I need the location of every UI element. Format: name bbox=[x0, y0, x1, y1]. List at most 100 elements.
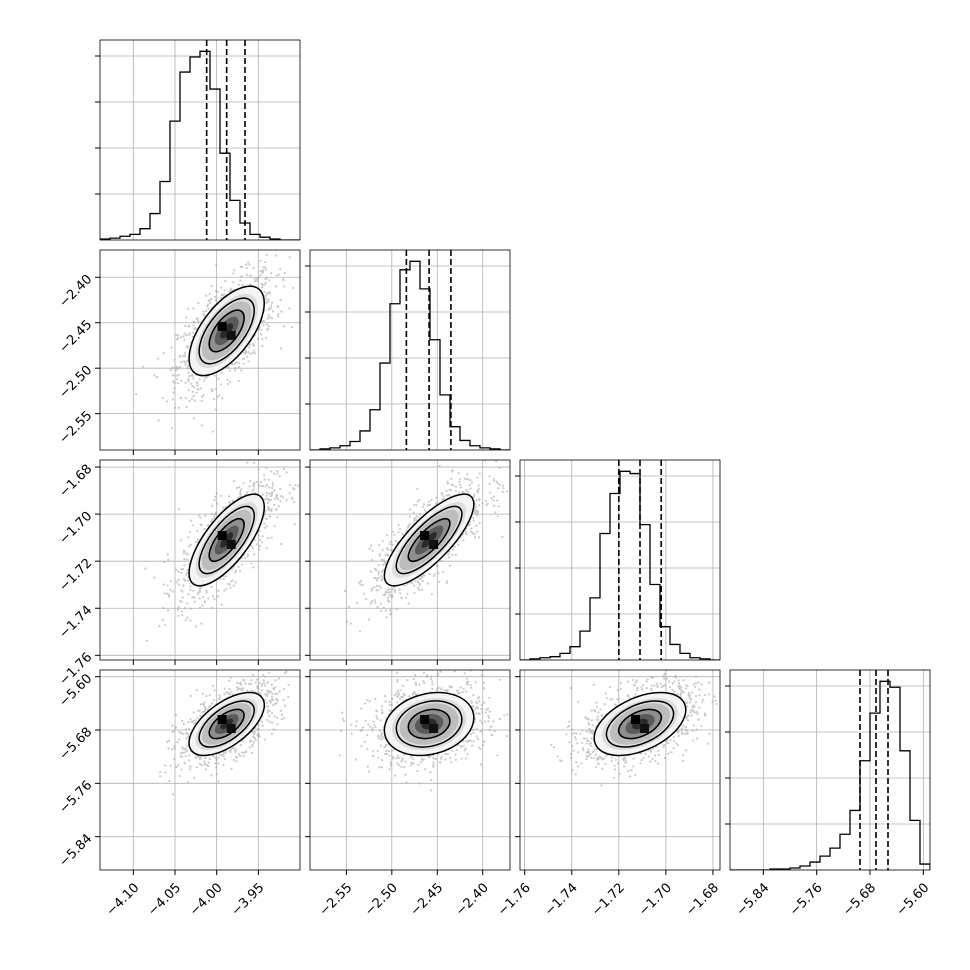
scatter-point bbox=[552, 746, 555, 749]
scatter-point bbox=[377, 576, 381, 579]
scatter-point bbox=[393, 589, 397, 592]
scatter-point bbox=[551, 458, 553, 460]
scatter-point bbox=[305, 490, 307, 492]
scatter-point bbox=[381, 563, 385, 567]
scatter-point bbox=[287, 695, 290, 699]
scatter-point bbox=[262, 681, 266, 685]
scatter-point bbox=[376, 579, 379, 582]
scatter-point bbox=[268, 292, 271, 295]
scatter-point bbox=[245, 263, 248, 266]
scatter-point bbox=[228, 369, 231, 372]
scatter-point bbox=[268, 515, 271, 518]
scatter-point bbox=[182, 584, 185, 587]
scatter-point bbox=[247, 261, 250, 264]
scatter-point bbox=[448, 488, 451, 491]
scatter-point bbox=[388, 704, 392, 707]
scatter-point bbox=[264, 485, 267, 488]
scatter-point bbox=[487, 714, 490, 717]
scatter-point bbox=[404, 596, 407, 599]
scatter-point bbox=[465, 489, 468, 492]
scatter-point bbox=[388, 591, 391, 594]
scatter-point bbox=[354, 758, 357, 761]
scatter-point bbox=[181, 732, 184, 735]
scatter-point bbox=[196, 755, 200, 758]
scatter-point bbox=[386, 596, 389, 599]
scatter-point bbox=[476, 737, 480, 741]
scatter-point bbox=[187, 345, 190, 348]
scatter-point bbox=[228, 495, 231, 498]
scatter-point bbox=[472, 516, 475, 519]
scatter-point bbox=[682, 679, 685, 682]
scatter-point bbox=[188, 765, 192, 768]
scatter-point bbox=[190, 374, 194, 377]
scatter-point bbox=[275, 496, 279, 499]
scatter-point bbox=[280, 542, 283, 546]
scatter-panel-0-2 bbox=[95, 459, 307, 665]
scatter-point bbox=[492, 504, 496, 507]
scatter-point bbox=[424, 768, 427, 771]
scatter-point bbox=[458, 480, 461, 484]
scatter-point bbox=[363, 702, 367, 705]
scatter-point bbox=[213, 499, 216, 502]
scatter-point bbox=[242, 482, 245, 485]
scatter-point bbox=[565, 733, 568, 736]
scatter-point bbox=[174, 406, 177, 409]
scatter-point bbox=[668, 680, 671, 683]
scatter-point bbox=[269, 498, 273, 501]
scatter-point bbox=[604, 692, 607, 695]
scatter-point bbox=[197, 301, 200, 305]
scatter-point bbox=[256, 685, 259, 688]
scatter-point bbox=[426, 582, 430, 585]
scatter-point bbox=[384, 609, 387, 612]
scatter-point bbox=[420, 588, 424, 591]
scatter-point bbox=[235, 755, 238, 758]
scatter-point bbox=[440, 755, 443, 759]
scatter-point bbox=[370, 558, 374, 562]
scatter-point bbox=[380, 705, 384, 708]
scatter-point bbox=[263, 283, 266, 286]
panel-content bbox=[343, 458, 553, 633]
scatter-point bbox=[391, 588, 394, 591]
panel-content bbox=[135, 250, 295, 433]
scatter-point bbox=[585, 755, 588, 758]
scatter-point bbox=[487, 716, 491, 720]
scatter-point bbox=[437, 686, 440, 690]
scatter-point bbox=[579, 732, 582, 736]
scatter-point bbox=[291, 326, 294, 329]
scatter-point bbox=[698, 688, 701, 691]
scatter-point bbox=[267, 314, 270, 317]
y-tick-label: −5.76 bbox=[57, 778, 96, 817]
scatter-point bbox=[649, 760, 652, 763]
scatter-point bbox=[418, 513, 422, 516]
scatter-point bbox=[397, 692, 400, 695]
scatter-point bbox=[632, 684, 636, 687]
scatter-point bbox=[171, 374, 174, 377]
scatter-point bbox=[230, 748, 233, 751]
scatter-point bbox=[393, 590, 397, 594]
scatter-point bbox=[187, 378, 190, 381]
scatter-point bbox=[422, 671, 426, 674]
scatter-point bbox=[183, 762, 186, 765]
scatter-point bbox=[596, 762, 600, 765]
scatter-point bbox=[612, 776, 616, 780]
scatter-point bbox=[616, 698, 619, 701]
scatter-point bbox=[359, 580, 363, 583]
scatter-point bbox=[462, 744, 465, 747]
scatter-point bbox=[689, 697, 692, 701]
scatter-point bbox=[656, 684, 659, 687]
scatter-point bbox=[341, 717, 344, 720]
scatter-point bbox=[672, 739, 676, 743]
scatter-point bbox=[189, 619, 192, 622]
scatter-point bbox=[651, 757, 654, 760]
scatter-point bbox=[185, 405, 188, 409]
scatter-point bbox=[285, 670, 288, 673]
scatter-point bbox=[188, 400, 191, 403]
scatter-point bbox=[440, 491, 444, 495]
scatter-point bbox=[183, 338, 186, 342]
scatter-point bbox=[713, 695, 716, 698]
scatter-point bbox=[421, 576, 424, 579]
scatter-point bbox=[163, 560, 166, 564]
scatter-point bbox=[645, 687, 648, 690]
x-tick-label: −5.84 bbox=[734, 880, 773, 919]
scatter-point bbox=[592, 757, 595, 760]
